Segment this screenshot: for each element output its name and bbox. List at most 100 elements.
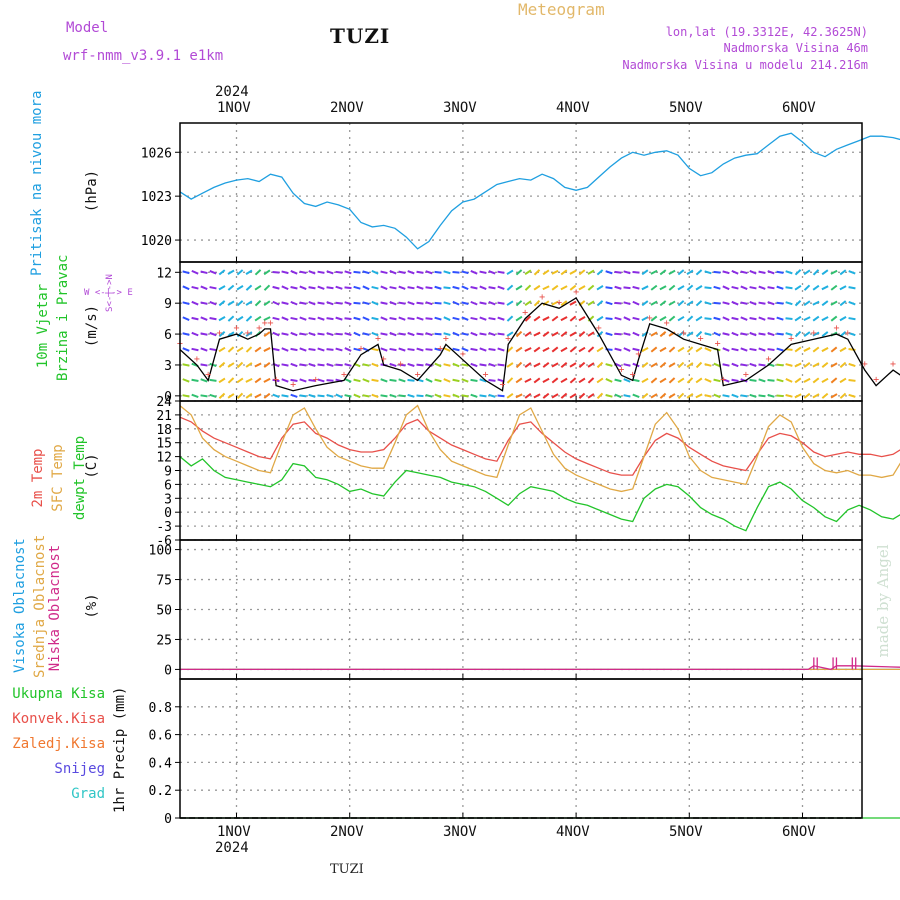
wind-gust-marker: + (698, 333, 704, 344)
wind-barb (443, 394, 451, 398)
day-bottom-5: 5NOV (669, 824, 703, 840)
wind-barb (569, 346, 577, 353)
wind-barb (479, 285, 487, 290)
wind-barb (470, 362, 478, 368)
wind-barb (254, 377, 262, 384)
wind-barb (254, 284, 262, 291)
wind-barb (677, 269, 685, 276)
wind-barb (281, 378, 289, 383)
wind-barb (731, 316, 739, 321)
wind-barb (614, 393, 622, 399)
wind-barb (425, 394, 433, 398)
wind-barb (668, 346, 676, 353)
wind-barb (191, 393, 199, 398)
wind-barb (263, 377, 271, 383)
wind-barb (632, 378, 640, 383)
wind-barb (335, 332, 343, 336)
wind-barb (749, 300, 757, 306)
wind-gust-marker: + (443, 333, 449, 344)
wind-barb (677, 392, 685, 400)
wind-barb (767, 270, 775, 275)
wind-gust-marker: + (862, 359, 868, 370)
wind-barb (632, 331, 640, 337)
wind-barb (560, 377, 568, 384)
wind-barb (497, 347, 505, 352)
wind-barb (560, 392, 568, 399)
wind-barb (821, 346, 829, 353)
wind-barb (515, 300, 523, 307)
wind-barb (308, 362, 316, 367)
wind-barb (317, 301, 325, 305)
wind-barb (731, 393, 739, 398)
wind-barb (830, 269, 838, 275)
wind-barb (695, 393, 703, 399)
wind-barb (344, 332, 352, 336)
wind-barb (614, 301, 622, 305)
wind-barb (767, 286, 775, 290)
wind-barb (695, 269, 703, 276)
wind-barb (704, 347, 712, 352)
wind-barb (776, 301, 784, 305)
wind-barb (353, 301, 361, 305)
wind-barb (236, 315, 244, 322)
wind-barb (596, 269, 604, 276)
wind-barb (299, 394, 307, 398)
wind-speed-line (179, 297, 900, 392)
wind-barb (434, 332, 442, 336)
wind-barb (614, 378, 622, 383)
wind-barb (326, 286, 334, 290)
wind-barb (623, 270, 631, 275)
wind-barb (461, 347, 469, 352)
wind-barb (281, 301, 289, 305)
wind-barb (524, 347, 532, 352)
wind-barb (254, 362, 262, 368)
station-title: TUZI (330, 24, 391, 48)
wind-barb (191, 378, 199, 383)
wind-barb (812, 377, 820, 384)
wind-barb (398, 316, 406, 321)
wind-barb (605, 363, 613, 367)
wind-barb (740, 270, 748, 275)
wind-barb (263, 347, 271, 352)
wind-barb (389, 378, 397, 382)
wind-barb (596, 285, 604, 291)
wind-barb (389, 331, 397, 337)
wind-barb (650, 346, 658, 353)
wind-barb (704, 363, 712, 367)
wind-barb (389, 362, 397, 368)
wind-barb (704, 270, 712, 275)
wind-barb (776, 332, 784, 336)
wind-barb (290, 362, 298, 368)
wind-barb (299, 332, 307, 336)
wind-barb (488, 348, 496, 352)
y-tick-label: 1023 (141, 190, 172, 205)
wind-barb (758, 394, 766, 398)
wind-barb (686, 346, 694, 353)
wind-barb (479, 332, 487, 336)
wind-barb (551, 269, 559, 275)
wind-barb (650, 393, 658, 399)
wind-barb (209, 270, 217, 275)
wind-barb (254, 315, 262, 322)
wind-barb (803, 269, 811, 276)
wind-barb (803, 362, 811, 368)
wind-barb (416, 363, 424, 367)
wind-barb (479, 316, 487, 321)
model-title: Model (66, 20, 109, 36)
wind-barb (812, 346, 820, 353)
wind-barb (488, 393, 496, 398)
wind-barb (821, 377, 829, 384)
wind-barb (254, 393, 262, 399)
wind-barb (713, 331, 721, 337)
wind-barb (218, 315, 226, 322)
wind-barb (290, 316, 298, 321)
elevation-label: Nadmorska Visina 46m (723, 41, 869, 55)
wind-barb (362, 363, 370, 367)
wind-barb (830, 377, 838, 384)
wind-barb (686, 300, 694, 306)
wind-barb (641, 285, 649, 291)
wind-barb (632, 316, 640, 321)
wind-barb (560, 331, 568, 338)
wind-barb (785, 317, 793, 321)
wind-barb (506, 315, 514, 322)
